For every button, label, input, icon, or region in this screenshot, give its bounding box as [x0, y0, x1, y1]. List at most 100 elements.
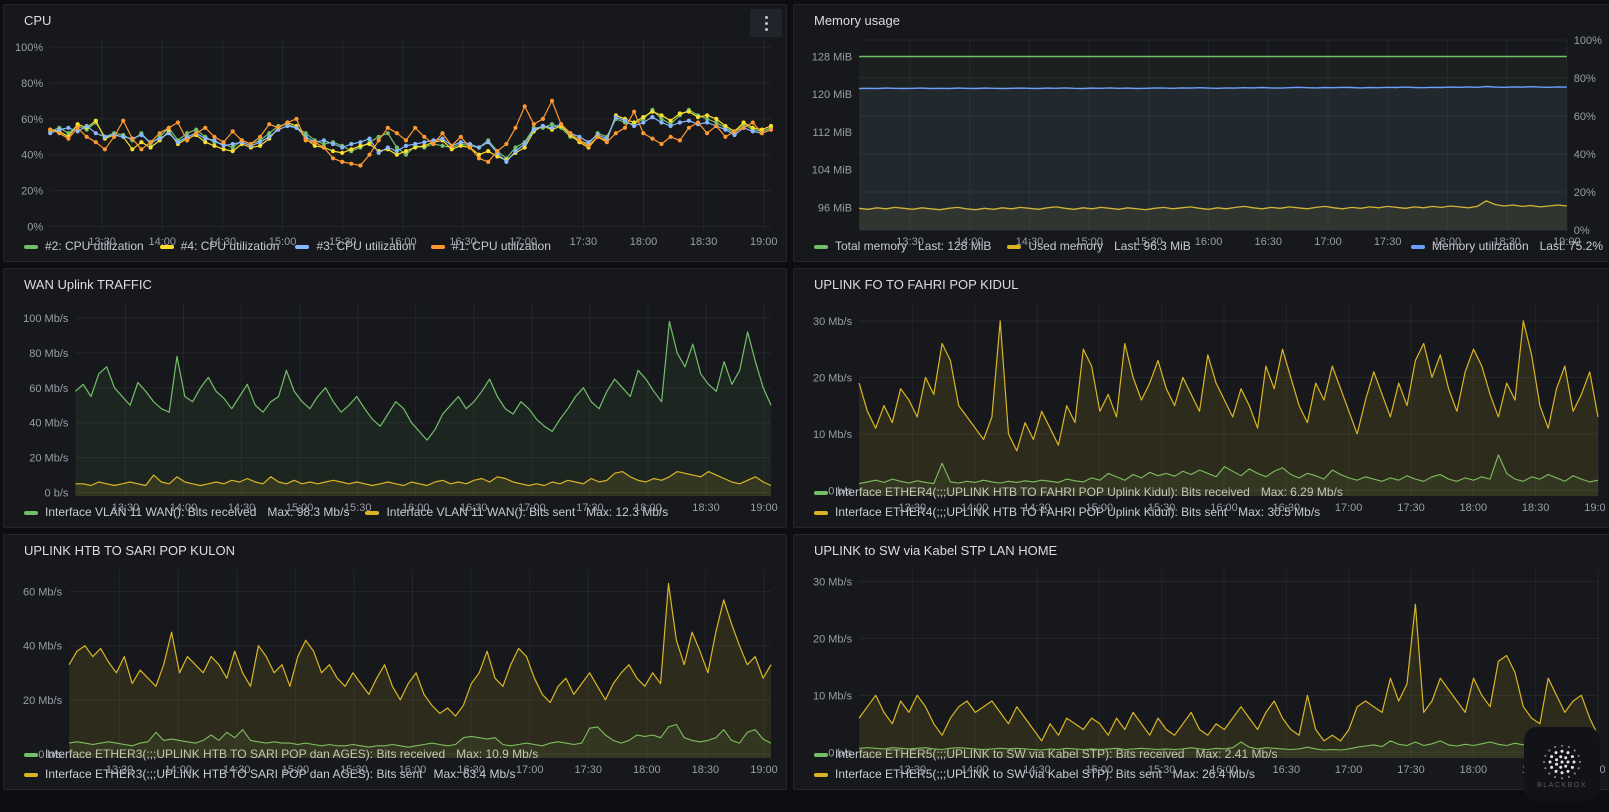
svg-text:17:00: 17:00	[518, 502, 546, 514]
svg-text:18:30: 18:30	[690, 236, 718, 248]
svg-text:16:00: 16:00	[389, 236, 417, 248]
svg-text:14:00: 14:00	[956, 236, 984, 248]
svg-text:14:00: 14:00	[164, 764, 192, 776]
svg-text:17:30: 17:30	[1397, 502, 1425, 514]
svg-text:10 Mb/s: 10 Mb/s	[813, 690, 853, 702]
svg-text:16:30: 16:30	[449, 236, 477, 248]
svg-text:17:30: 17:30	[574, 764, 602, 776]
svg-text:18:30: 18:30	[1493, 236, 1521, 248]
svg-text:30 Mb/s: 30 Mb/s	[813, 576, 853, 588]
svg-text:40%: 40%	[1574, 149, 1596, 161]
svg-text:0 b/s: 0 b/s	[828, 485, 852, 497]
svg-text:14:30: 14:30	[1016, 236, 1044, 248]
svg-text:17:00: 17:00	[516, 764, 544, 776]
panel-title-uplink-sari[interactable]: UPLINK HTB TO SARI POP KULON	[12, 540, 778, 561]
svg-text:14:30: 14:30	[228, 502, 256, 514]
svg-text:60 Mb/s: 60 Mb/s	[29, 383, 69, 395]
svg-text:100%: 100%	[15, 42, 43, 54]
svg-text:18:00: 18:00	[1460, 502, 1488, 514]
svg-text:128 MiB: 128 MiB	[812, 52, 852, 64]
panel-title-cpu[interactable]: CPU	[12, 10, 778, 31]
svg-text:15:00: 15:00	[1086, 502, 1114, 514]
svg-text:19:00: 19:00	[750, 502, 778, 514]
svg-text:16:00: 16:00	[1210, 764, 1238, 776]
svg-text:15:30: 15:30	[1148, 764, 1176, 776]
svg-text:13:30: 13:30	[899, 764, 927, 776]
blackbox-logo-dots-icon	[1536, 740, 1588, 784]
svg-text:13:30: 13:30	[88, 236, 116, 248]
svg-text:20 Mb/s: 20 Mb/s	[23, 695, 63, 707]
svg-text:15:00: 15:00	[282, 764, 310, 776]
panel-title-uplink-sw[interactable]: UPLINK to SW via Kabel STP LAN HOME	[802, 540, 1605, 561]
svg-text:19:00: 19:00	[1584, 502, 1605, 514]
svg-text:14:30: 14:30	[223, 764, 251, 776]
chart-svg: 13:3014:0014:3015:0015:3016:0016:3017:00…	[802, 561, 1605, 779]
svg-text:16:00: 16:00	[1195, 236, 1223, 248]
svg-text:30 Mb/s: 30 Mb/s	[813, 316, 853, 328]
chart-svg: 13:3014:0014:3015:0015:3016:0016:3017:00…	[802, 295, 1605, 517]
wan-uplink-chart[interactable]: 13:3014:0014:3015:0015:3016:0016:3017:00…	[12, 295, 778, 502]
uplink-fahri-chart[interactable]: 13:3014:0014:3015:0015:3016:0016:3017:00…	[802, 295, 1605, 482]
svg-text:17:00: 17:00	[1335, 502, 1363, 514]
svg-text:0%: 0%	[1574, 225, 1590, 237]
svg-text:18:00: 18:00	[634, 502, 662, 514]
panel-title-memory[interactable]: Memory usage	[802, 10, 1605, 31]
svg-text:18:30: 18:30	[692, 502, 720, 514]
dashboard-grid: CPU 13:3014:0014:3015:0015:3016:0016:301…	[3, 4, 1609, 790]
panel-uplink-sw: UPLINK to SW via Kabel STP LAN HOME 13:3…	[793, 534, 1609, 790]
svg-text:14:00: 14:00	[961, 764, 989, 776]
svg-text:13:30: 13:30	[112, 502, 140, 514]
svg-text:60 Mb/s: 60 Mb/s	[23, 587, 63, 599]
svg-text:100 Mb/s: 100 Mb/s	[23, 313, 69, 325]
svg-text:15:30: 15:30	[1135, 236, 1163, 248]
svg-text:0%: 0%	[27, 221, 43, 233]
cpu-chart[interactable]: 13:3014:0014:3015:0015:3016:0016:3017:00…	[12, 31, 778, 236]
svg-text:40 Mb/s: 40 Mb/s	[23, 641, 63, 653]
svg-text:112 MiB: 112 MiB	[813, 127, 853, 139]
svg-text:17:30: 17:30	[1397, 764, 1425, 776]
svg-text:14:30: 14:30	[209, 236, 237, 248]
svg-text:40 Mb/s: 40 Mb/s	[29, 418, 69, 430]
svg-text:17:30: 17:30	[570, 236, 598, 248]
svg-text:19:00: 19:00	[750, 764, 778, 776]
svg-text:20%: 20%	[21, 186, 43, 198]
uplink-sw-chart[interactable]: 13:3014:0014:3015:0015:3016:0016:3017:00…	[802, 561, 1605, 744]
panel-wan-uplink: WAN Uplink TRAFFIC 13:3014:0014:3015:001…	[3, 268, 787, 528]
svg-text:16:30: 16:30	[460, 502, 488, 514]
svg-text:40%: 40%	[21, 150, 43, 162]
blackbox-watermark-label: BLACKBOX	[1537, 782, 1587, 789]
panel-memory: Memory usage 13:3014:0014:3015:0015:3016…	[793, 4, 1609, 262]
panel-cpu: CPU 13:3014:0014:3015:0015:3016:0016:301…	[3, 4, 787, 262]
svg-text:20 Mb/s: 20 Mb/s	[813, 372, 853, 384]
memory-chart[interactable]: 13:3014:0014:3015:0015:3016:0016:3017:00…	[802, 31, 1605, 236]
chart-svg: 13:3014:0014:3015:0015:3016:0016:3017:00…	[12, 295, 778, 517]
panel-title-wan-uplink[interactable]: WAN Uplink TRAFFIC	[12, 274, 778, 295]
chart-svg: 13:3014:0014:3015:0015:3016:0016:3017:00…	[802, 31, 1605, 251]
svg-text:15:00: 15:00	[286, 502, 314, 514]
svg-text:17:00: 17:00	[509, 236, 537, 248]
panel-uplink-fahri: UPLINK FO TO FAHRI POP KIDUL 13:3014:001…	[793, 268, 1609, 528]
svg-text:14:00: 14:00	[148, 236, 176, 248]
svg-text:15:30: 15:30	[329, 236, 357, 248]
svg-text:14:30: 14:30	[1023, 764, 1051, 776]
svg-text:0 b/s: 0 b/s	[38, 749, 62, 761]
svg-text:15:30: 15:30	[344, 502, 372, 514]
svg-text:0 b/s: 0 b/s	[828, 747, 852, 759]
svg-text:80 Mb/s: 80 Mb/s	[29, 348, 69, 360]
svg-text:80%: 80%	[1574, 73, 1596, 85]
svg-text:20 Mb/s: 20 Mb/s	[813, 633, 853, 645]
svg-text:20%: 20%	[1574, 187, 1596, 199]
svg-text:104 MiB: 104 MiB	[812, 165, 852, 177]
svg-text:16:30: 16:30	[1273, 502, 1301, 514]
svg-text:17:00: 17:00	[1335, 764, 1363, 776]
uplink-sari-chart[interactable]: 13:3014:0014:3015:0015:3016:0016:3017:00…	[12, 561, 778, 744]
svg-text:15:30: 15:30	[1148, 502, 1176, 514]
svg-text:15:00: 15:00	[1086, 764, 1114, 776]
svg-text:17:30: 17:30	[576, 502, 604, 514]
svg-text:14:30: 14:30	[1023, 502, 1051, 514]
svg-text:14:00: 14:00	[170, 502, 198, 514]
svg-text:18:00: 18:00	[1460, 764, 1488, 776]
svg-text:19:00: 19:00	[750, 236, 778, 248]
panel-title-uplink-fahri[interactable]: UPLINK FO TO FAHRI POP KIDUL	[802, 274, 1605, 295]
svg-text:16:00: 16:00	[399, 764, 427, 776]
